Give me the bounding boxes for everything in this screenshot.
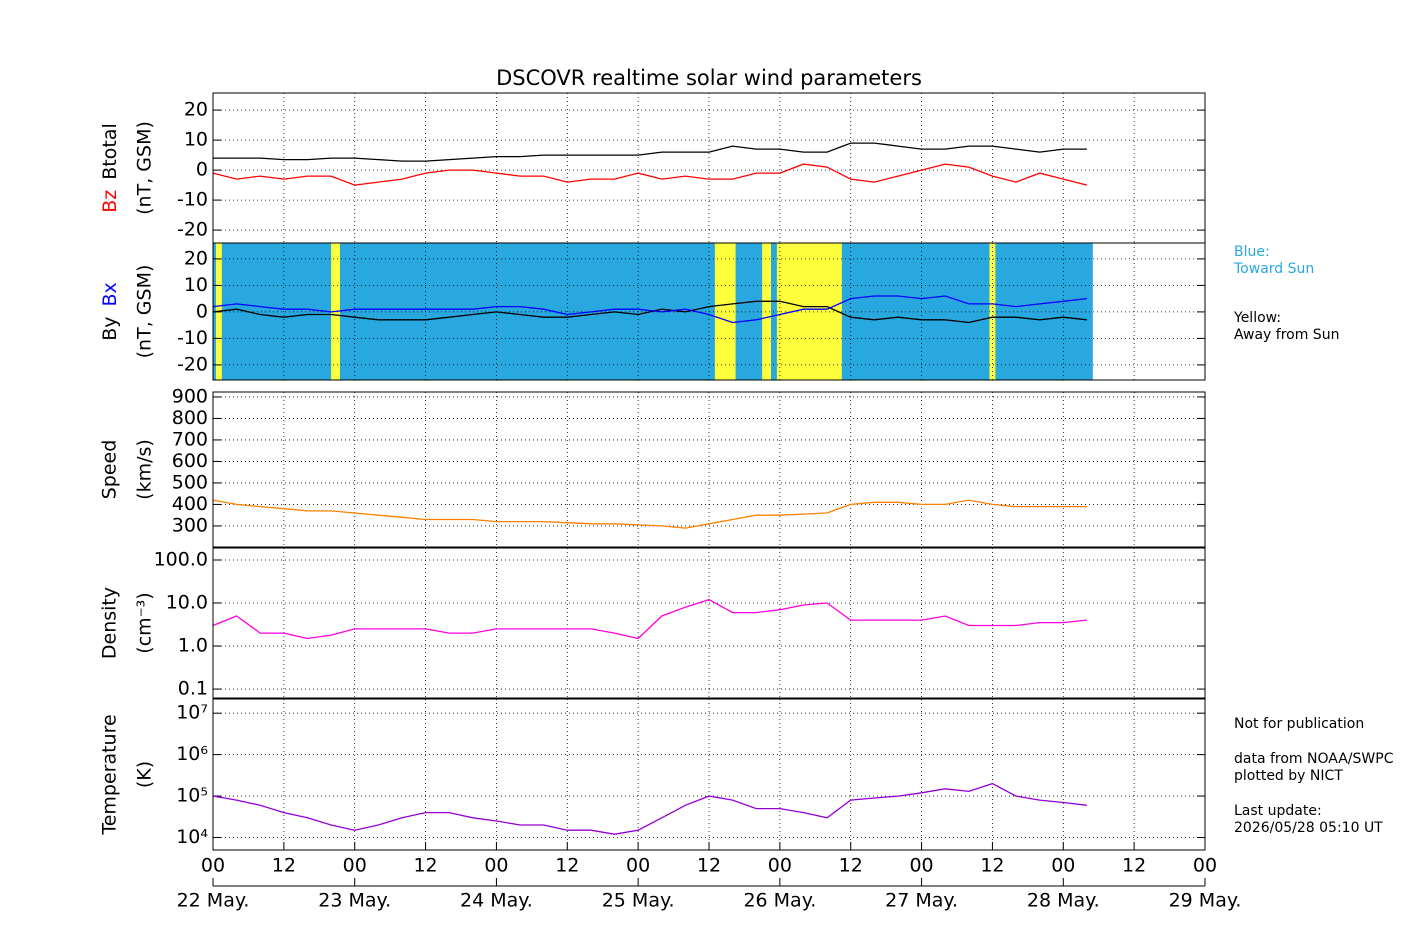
plot-frame <box>212 242 1206 381</box>
y-tick-label: 800 <box>172 407 208 429</box>
y-label-units: (cm⁻³) <box>134 592 156 653</box>
x-tick-label: 12 <box>839 855 863 877</box>
series-line <box>212 300 1087 324</box>
y-label: Bz Btotal <box>99 123 121 213</box>
y-tick-label: 10⁶ <box>176 743 208 765</box>
series-line <box>212 163 1088 186</box>
y-label-series: Bx <box>99 282 121 306</box>
y-label-units: (nT, GSM) <box>134 121 156 215</box>
date-label: 23 May. <box>318 890 391 912</box>
x-tick-label: 00 <box>1193 855 1217 877</box>
y-label: Speed <box>99 440 121 500</box>
x-tick-label: 12 <box>555 855 579 877</box>
date-label: 22 May. <box>177 890 250 912</box>
series-line <box>212 295 1087 324</box>
panel: Blue:Toward Sun Yellow:Away from Sun -20 -1… <box>99 242 1339 381</box>
date-label: 26 May. <box>743 890 816 912</box>
date-label: 24 May. <box>460 890 533 912</box>
note: data from NOAA/SWPC <box>1234 751 1394 767</box>
note: Not for publication <box>1234 716 1364 732</box>
y-label-units: (nT, GSM) <box>134 265 156 359</box>
y-tick-label: 400 <box>172 493 208 515</box>
y-label-units: (K) <box>134 761 156 788</box>
date-label: 27 May. <box>885 890 958 912</box>
y-label-units: (km/s) <box>134 439 156 500</box>
sector-away <box>762 243 771 380</box>
y-tick-label: 600 <box>172 450 208 472</box>
y-tick-label: 10 <box>184 274 208 296</box>
panel: -20 -10 0 10 20 Bz Btotal (nT, GSM) <box>99 92 1206 244</box>
y-tick-label: 900 <box>172 385 208 407</box>
y-tick-label: 20 <box>184 99 208 121</box>
x-tick-label: 12 <box>413 855 437 877</box>
x-tick-label: 12 <box>980 855 1004 877</box>
chart-title: DSCOVR realtime solar wind parameters <box>496 66 922 90</box>
x-tick-label: 00 <box>768 855 792 877</box>
y-tick-label: 10.0 <box>166 592 208 614</box>
y-label-series: Btotal <box>99 123 121 179</box>
plot-frame <box>212 391 1206 548</box>
note: Last update: <box>1234 803 1322 819</box>
y-tick-label: 10⁴ <box>176 826 208 848</box>
y-tick-label: -10 <box>177 189 208 211</box>
x-tick-label: 12 <box>272 855 296 877</box>
y-tick-label: -20 <box>177 219 208 241</box>
x-tick-label: 12 <box>1122 855 1146 877</box>
x-tick-label: 00 <box>626 855 650 877</box>
y-tick-label: 1.0 <box>178 635 208 657</box>
y-tick-label: 10⁵ <box>176 785 208 807</box>
x-tick-label: 00 <box>909 855 933 877</box>
sector-legend: Blue: <box>1234 244 1270 260</box>
note: plotted by NICT <box>1234 768 1343 784</box>
x-tick-label: 00 <box>343 855 367 877</box>
y-label: By Bx <box>99 282 121 341</box>
y-label: Temperature <box>99 714 121 835</box>
y-tick-label: 0 <box>196 159 208 181</box>
date-label: 29 May. <box>1169 890 1242 912</box>
y-tick-label: 500 <box>172 471 208 493</box>
x-tick-label: 00 <box>484 855 508 877</box>
note: 2026/05/28 05:10 UT <box>1234 820 1383 836</box>
panel: 10⁴ 10⁵ 10⁶ 10⁷ Temperature (K) Not for public… <box>99 698 1394 851</box>
plot-frame <box>212 92 1206 244</box>
plot-frame <box>212 547 1206 699</box>
sector-legend: Yellow: <box>1233 310 1281 326</box>
y-tick-label: 700 <box>172 428 208 450</box>
date-label: 28 May. <box>1027 890 1100 912</box>
y-label-series: Bz <box>99 190 121 213</box>
sector-legend: Toward Sun <box>1233 261 1314 277</box>
y-label-series: By <box>99 317 121 341</box>
y-tick-label: 10⁷ <box>176 702 208 724</box>
sector-legend: Away from Sun <box>1234 327 1339 343</box>
series-line <box>213 142 1087 162</box>
y-label: Density <box>99 587 121 659</box>
y-tick-label: 300 <box>172 514 208 536</box>
y-tick-label: -20 <box>177 353 208 375</box>
x-tick-label: 00 <box>201 855 225 877</box>
x-tick-label: 12 <box>697 855 721 877</box>
y-tick-label: 0.1 <box>178 678 208 700</box>
panel: 0.1 1.0 10.0 100.0 Density (cm⁻³) <box>99 547 1206 700</box>
y-tick-label: 100.0 <box>154 548 208 570</box>
y-tick-label: 20 <box>184 247 208 269</box>
x-tick-label: 00 <box>1051 855 1075 877</box>
series-line <box>212 598 1087 640</box>
y-tick-label: -10 <box>177 327 208 349</box>
series-line <box>212 782 1087 835</box>
date-label: 25 May. <box>602 890 675 912</box>
y-tick-label: 0 <box>196 300 208 322</box>
y-tick-label: 10 <box>184 129 208 151</box>
series-line <box>212 499 1087 529</box>
